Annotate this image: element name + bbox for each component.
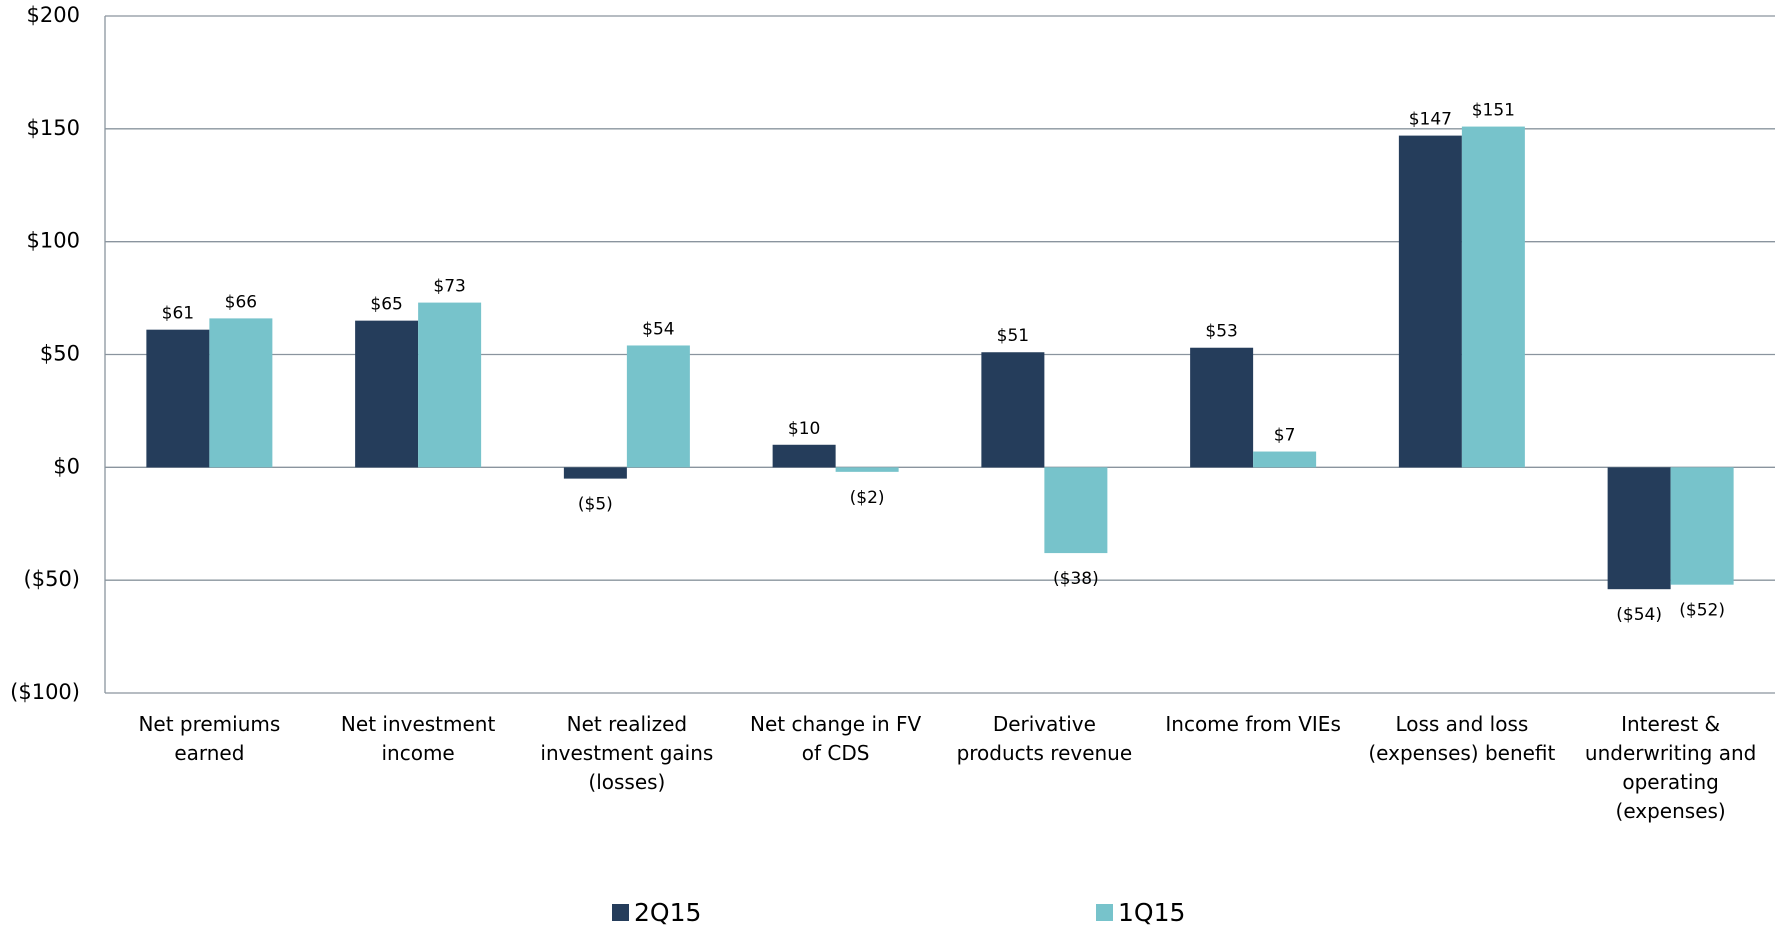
bar [1670,467,1734,585]
bar [835,467,899,472]
x-tick-label: Loss and loss (expenses) benefit [1368,712,1556,765]
data-label: ($52) [1679,601,1725,621]
bar [772,444,836,468]
bar [1461,126,1525,468]
bar [1253,451,1317,468]
data-label: $53 [1205,322,1237,342]
data-label: $10 [788,419,820,439]
data-label: ($5) [578,495,613,515]
bar [1044,467,1108,554]
data-label: $51 [997,326,1029,346]
bar [1398,135,1462,468]
legend-label: 1Q15 [1118,898,1185,925]
data-label: $151 [1472,101,1515,121]
bar [355,320,419,468]
data-label: $61 [162,304,194,324]
y-tick-label: ($100) [10,680,80,704]
bar [1607,467,1671,590]
legend-label: 2Q15 [634,898,701,925]
x-tick-label: Derivative products revenue [956,712,1133,765]
data-label: ($54) [1616,605,1662,625]
x-tick-label: Net investment income [340,712,496,765]
data-label: $147 [1409,110,1452,130]
y-tick-label: $50 [40,342,80,366]
x-tick-label: Income from VIEs [1165,712,1341,736]
y-tick-label: ($50) [24,567,80,591]
data-label: $66 [225,292,257,312]
x-tick-label: Net premiums earned [138,712,281,765]
x-tick-label: Interest & underwriting and operating (e… [1584,712,1757,823]
legend-swatch [1096,904,1113,921]
y-tick-label: $150 [27,116,80,140]
x-tick-label: Net change in FV of CDS [750,712,922,765]
bar [626,345,690,468]
y-tick-label: $0 [53,454,80,478]
data-label: ($38) [1053,569,1099,589]
x-tick-label: Net realized investment gains (losses) [540,712,714,794]
y-tick-label: $100 [27,229,80,253]
data-label: ($2) [850,488,885,508]
bar [1190,347,1254,468]
y-tick-label: $200 [27,3,80,27]
bar [563,467,627,479]
data-label: $54 [642,319,674,339]
legend-swatch [612,904,629,921]
data-label: $73 [433,277,465,297]
bar [209,318,273,468]
bar [418,302,482,468]
bar [981,352,1045,468]
data-label: $7 [1274,426,1296,446]
bar [146,329,210,468]
data-label: $65 [370,295,402,315]
